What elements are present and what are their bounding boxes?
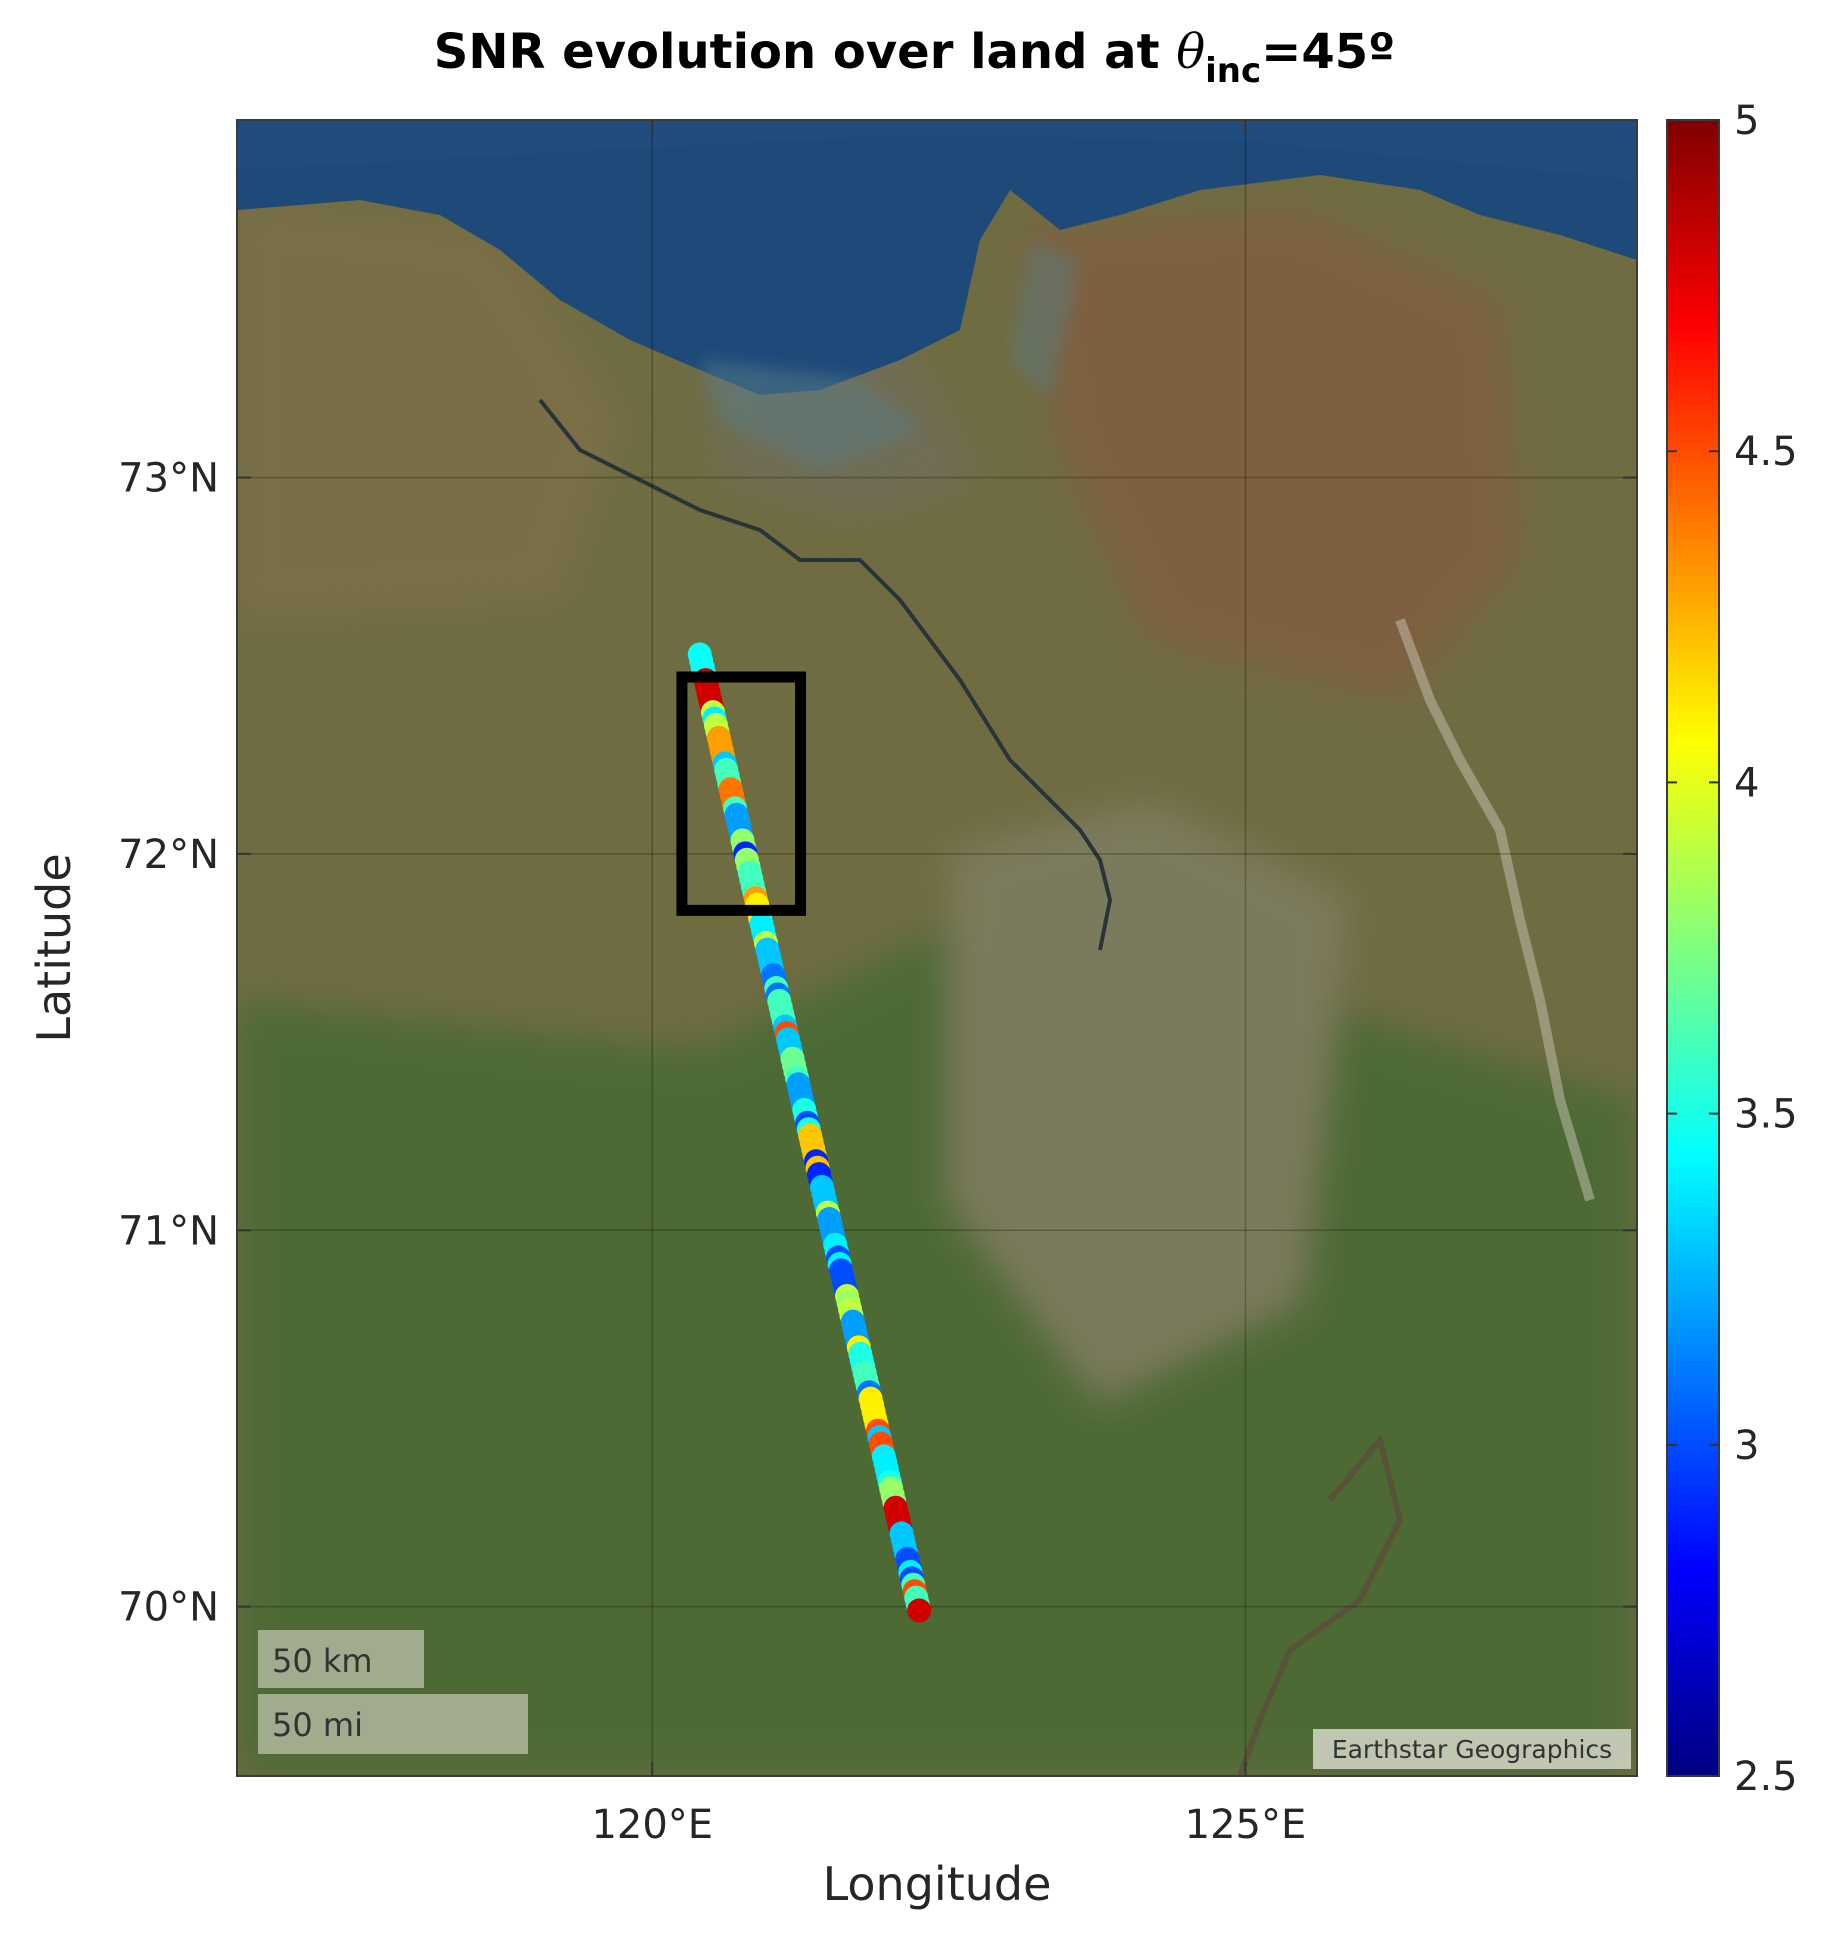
scale-bar: 50 km 50 mi [258,1630,528,1754]
theta-subscript: inc [1205,51,1262,91]
chart-title: SNR evolution over land at θinc=45º [433,24,1396,91]
map-frame [236,119,1638,1777]
main-river [538,398,1113,951]
western-tundra [237,200,620,620]
satellite-basemap [237,120,1637,1776]
y-tick-label: 73°N [118,456,219,502]
x-tick-label: 120°E [591,1802,713,1848]
colorbar-tick-label: 3 [1734,1423,1759,1469]
colorbar-ticks: 5 4.5 4 3.5 3 2.5 [1667,98,1798,1800]
colorbar-tick-label: 3.5 [1734,1092,1798,1138]
y-tick-label: 70°N [118,1585,219,1631]
scale-bar-mi-box [258,1694,528,1754]
colorbar-tick-label: 2.5 [1734,1754,1798,1800]
highlight-box [676,671,807,916]
y-tick-label: 72°N [118,832,219,878]
basemap-attribution: Earthstar Geographics [1313,1729,1631,1769]
y-tick-label: 71°N [118,1208,219,1254]
axis-tickmarks [237,120,1637,1776]
scale-bar-km-box [258,1630,424,1688]
southern-river [1237,1433,1404,1776]
colorbar-gradient [1666,119,1720,1777]
map-grid [237,120,1637,1776]
x-tick-label: 125°E [1185,1802,1307,1848]
colorbar-tick-label: 4 [1734,760,1759,806]
highland-region [950,800,1350,1400]
scale-bar-mi-label: 50 mi [272,1706,363,1744]
colorbar-tick-label: 4.5 [1734,429,1798,475]
theta-symbol: θ [1176,24,1206,80]
colorbar-tick-label: 5 [1734,98,1759,144]
attribution-text: Earthstar Geographics [1332,1735,1612,1764]
colorbar: 5 4.5 4 3.5 3 2.5 [1666,98,1798,1800]
lena-river [1395,618,1595,1202]
y-axis-label: Latitude [27,853,81,1042]
delta-tundra [1020,210,1520,700]
x-axis-label: Longitude [823,1857,1052,1911]
track-point [907,1598,932,1623]
axis-tick-labels: 120°E 125°E 73°N 72°N 71°N 70°N [118,456,1306,1848]
scale-bar-km-label: 50 km [272,1642,373,1680]
sea-area [237,120,1637,395]
